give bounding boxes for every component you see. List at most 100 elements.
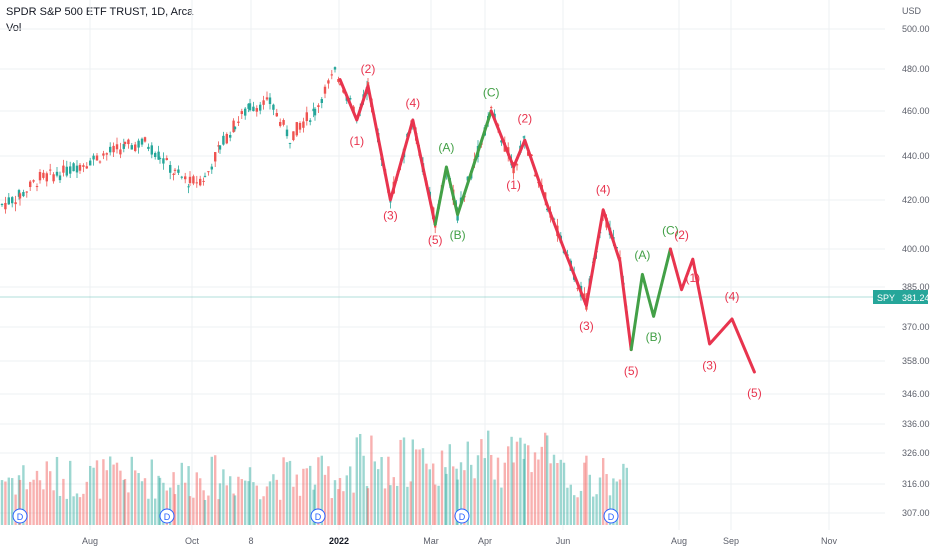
volume-bar [134,470,137,525]
volume-bar [425,463,428,525]
volume-bar [184,482,187,525]
dividend-marker-label: D [608,512,615,522]
wave-label: (4) [725,289,740,303]
volume-bar [147,498,150,525]
volume-bar [625,467,628,525]
volume-bar [612,478,615,525]
x-tick-label: Jun [556,536,571,546]
axes: D D D D D USD 500.00 480.00 460.00 440.00 420.00 40… [12,6,930,546]
volume-bar [566,487,569,525]
volume-bar [421,448,425,525]
volume-bar [622,463,625,525]
volume-bar [349,466,352,525]
volume-bar [150,459,153,525]
volume-bar [18,479,22,525]
x-tick-label: 8 [248,536,253,546]
candle-body [217,145,220,147]
volume-bar [199,478,202,525]
candle-body [207,171,210,173]
volume-bar [214,455,217,525]
candle-body [4,202,7,210]
volume-bar [14,494,17,525]
volume-bar [320,455,323,525]
wave-label: (B) [450,228,466,242]
candle-body [82,165,85,167]
volume-bar [562,462,566,525]
wave-label: (2) [674,228,689,242]
candle-body [147,146,150,149]
volume-bar [556,463,559,525]
volume-bar [573,495,576,525]
volume-bar [0,480,4,525]
candle-body [330,74,333,76]
dividend-marker [603,508,619,524]
volume-bar [123,478,127,525]
volume-bar [530,472,533,525]
candle-body [199,178,202,186]
volume-bar [309,465,312,525]
candle-body [35,186,39,188]
volume-bar [4,481,7,525]
candle-body [127,139,130,145]
volume-bar [399,439,402,525]
wave-label: (A) [438,141,454,155]
candle-body [62,165,65,173]
candle-body [55,171,59,176]
candle-body [52,174,55,182]
volume-bar [428,469,431,525]
candle-body [187,186,190,188]
candle-body [232,120,235,133]
wave-labels: (2)(1)(4)(3)(A)(B)(5)(C)(2)(1) (4)(3)(A)(… [349,62,761,400]
volume-bar [62,478,65,525]
volume-indicator-label[interactable]: Vol [6,22,22,34]
volume-bar [598,477,602,525]
volume-bar [540,446,543,525]
dividend-marker-label: D [459,512,466,522]
volume-bar [210,456,213,525]
candle-body [292,131,295,141]
y-tick-label: 480.00 [902,64,930,74]
volume-bar [229,476,232,525]
candle-body [119,149,122,155]
candle-body [233,126,237,130]
volume-bars [0,430,628,525]
volume-bar [35,470,39,525]
candle-body [184,176,187,180]
candle-body [137,140,140,148]
candle-body [252,106,255,112]
volume-bar [52,490,55,525]
volume-bar [585,455,588,525]
candle-body [188,176,192,184]
wave-series-impulse [489,109,633,352]
price-tag-symbol: SPY [877,293,895,303]
wave-series-impulse [338,78,437,226]
y-tick-label: 385.00 [902,282,930,292]
candle-body [288,142,292,144]
volume-bar [370,435,373,525]
candle-body [522,136,525,138]
volume-bar [373,461,376,525]
volume-bar [302,468,305,525]
volume-bar [515,441,519,525]
volume-bar [411,439,414,525]
wave-label: (5) [428,233,443,247]
candle-body [248,103,252,111]
volume-bar [112,464,115,525]
candle-body [327,80,330,84]
dividend-marker-label: D [17,512,24,522]
volume-bar [275,479,278,525]
dividend-marker-label: D [164,512,171,522]
x-tick-label: Aug [82,536,98,546]
volume-bar [298,495,302,525]
wave-label: (3) [702,358,717,372]
candle-body [305,112,308,122]
candle-body [105,153,108,155]
dividend-marker [310,508,326,524]
volume-bar [312,489,315,525]
wave-lines [338,78,756,374]
volume-bar [444,467,447,525]
volume-bar [305,468,308,525]
volume-bar [546,435,549,525]
volume-bar [17,475,21,525]
